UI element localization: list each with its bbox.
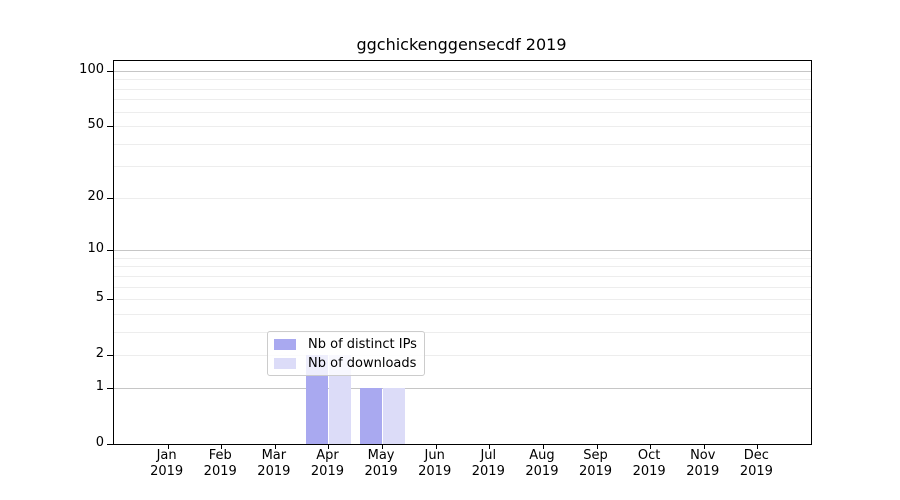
x-axis-tick bbox=[542, 444, 544, 449]
x-axis-tick bbox=[328, 444, 330, 449]
legend-swatch bbox=[274, 338, 296, 350]
x-axis-tick bbox=[650, 444, 652, 449]
bar-nb-of-downloads bbox=[382, 387, 405, 444]
legend-item: Nb of distinct IPs bbox=[274, 336, 417, 352]
y-axis-tick bbox=[107, 126, 113, 128]
x-tick-label: Oct 2019 bbox=[633, 448, 666, 480]
bar-nb-of-downloads bbox=[328, 355, 351, 444]
x-axis-tick bbox=[382, 444, 384, 449]
year-label: 2019 bbox=[578, 464, 613, 479]
minor-gridline bbox=[114, 126, 811, 128]
legend-label: Nb of distinct IPs bbox=[308, 336, 417, 352]
y-tick-label: 1 bbox=[95, 378, 104, 394]
major-gridline bbox=[114, 387, 811, 389]
month-label: Apr bbox=[316, 448, 339, 463]
minor-gridline bbox=[114, 299, 811, 301]
y-axis-tick bbox=[107, 355, 113, 357]
legend-swatch bbox=[274, 357, 296, 369]
plot-area bbox=[107, 60, 812, 449]
minor-gridline bbox=[114, 197, 811, 199]
minor-gridline bbox=[114, 99, 811, 101]
year-label: 2019 bbox=[739, 464, 773, 479]
major-gridline bbox=[114, 70, 811, 72]
minor-gridline bbox=[114, 313, 811, 315]
bar-nb-of-distinct-ips bbox=[305, 355, 328, 444]
y-tick-label: 100 bbox=[79, 61, 104, 77]
x-tick-label: Nov 2019 bbox=[686, 448, 719, 480]
year-label: 2019 bbox=[471, 464, 505, 479]
month-label: Oct bbox=[637, 448, 661, 463]
x-axis-tick bbox=[274, 444, 276, 449]
y-axis-tick bbox=[107, 387, 113, 389]
year-label: 2019 bbox=[418, 464, 452, 479]
y-tick-label: 5 bbox=[95, 290, 104, 306]
minor-gridline bbox=[114, 355, 811, 357]
x-tick-label: Sep 2019 bbox=[579, 448, 612, 480]
month-label: Jul bbox=[480, 448, 497, 463]
x-tick-label: Jul 2019 bbox=[472, 448, 505, 480]
x-axis-tick bbox=[489, 444, 491, 449]
y-axis-tick bbox=[107, 250, 113, 252]
minor-gridline bbox=[114, 286, 811, 288]
x-axis-tick bbox=[703, 444, 705, 449]
month-label: Feb bbox=[208, 448, 232, 463]
minor-gridline bbox=[114, 166, 811, 168]
y-axis-tick bbox=[107, 444, 113, 445]
x-tick-label: Dec 2019 bbox=[740, 448, 773, 480]
y-tick-label: 0 bbox=[95, 435, 104, 450]
x-tick-label: Apr 2019 bbox=[311, 448, 344, 480]
year-label: 2019 bbox=[310, 464, 344, 479]
month-label: Dec bbox=[743, 448, 769, 463]
x-tick-label: May 2019 bbox=[365, 448, 398, 480]
chart-title: ggchickenggensecdf 2019 bbox=[356, 35, 567, 54]
major-gridline bbox=[114, 250, 811, 252]
y-axis-tick bbox=[107, 299, 113, 301]
year-label: 2019 bbox=[257, 464, 291, 479]
x-tick-label: Jan 2019 bbox=[150, 448, 183, 480]
minor-gridline bbox=[114, 79, 811, 81]
x-axis-tick bbox=[435, 444, 437, 449]
year-label: 2019 bbox=[525, 464, 559, 479]
year-label: 2019 bbox=[686, 464, 720, 479]
x-tick-label: Mar 2019 bbox=[257, 448, 290, 480]
minor-gridline bbox=[114, 331, 811, 333]
month-label: Sep bbox=[583, 448, 608, 463]
x-axis-tick bbox=[596, 444, 598, 449]
year-label: 2019 bbox=[150, 464, 184, 479]
minor-gridline bbox=[114, 88, 811, 90]
month-label: Jun bbox=[424, 448, 445, 463]
month-label: Aug bbox=[529, 448, 555, 463]
x-axis-tick bbox=[757, 444, 759, 449]
y-tick-label: 20 bbox=[87, 188, 104, 204]
month-label: Nov bbox=[690, 448, 716, 463]
x-axis-tick bbox=[221, 444, 223, 449]
year-label: 2019 bbox=[364, 464, 398, 479]
bar-nb-of-distinct-ips bbox=[359, 387, 382, 444]
minor-gridline bbox=[114, 143, 811, 145]
minor-gridline bbox=[114, 257, 811, 259]
month-label: Mar bbox=[261, 448, 287, 463]
legend-label: Nb of downloads bbox=[308, 355, 417, 371]
legend: Nb of distinct IPs Nb of downloads bbox=[267, 331, 425, 376]
y-tick-label: 2 bbox=[95, 346, 104, 362]
x-tick-label: Jun 2019 bbox=[418, 448, 451, 480]
x-axis-tick bbox=[167, 444, 169, 449]
y-axis-tick bbox=[107, 70, 113, 72]
minor-gridline bbox=[114, 111, 811, 113]
y-tick-label: 50 bbox=[87, 117, 104, 133]
y-tick-label: 10 bbox=[87, 241, 104, 257]
minor-gridline bbox=[114, 266, 811, 268]
y-axis-tick bbox=[107, 197, 113, 199]
year-label: 2019 bbox=[203, 464, 237, 479]
month-label: Jan bbox=[156, 448, 177, 463]
minor-gridline bbox=[114, 275, 811, 277]
year-label: 2019 bbox=[632, 464, 666, 479]
legend-item: Nb of downloads bbox=[274, 355, 417, 371]
x-tick-label: Feb 2019 bbox=[204, 448, 237, 480]
x-tick-label: Aug 2019 bbox=[525, 448, 558, 480]
month-label: May bbox=[367, 448, 395, 463]
